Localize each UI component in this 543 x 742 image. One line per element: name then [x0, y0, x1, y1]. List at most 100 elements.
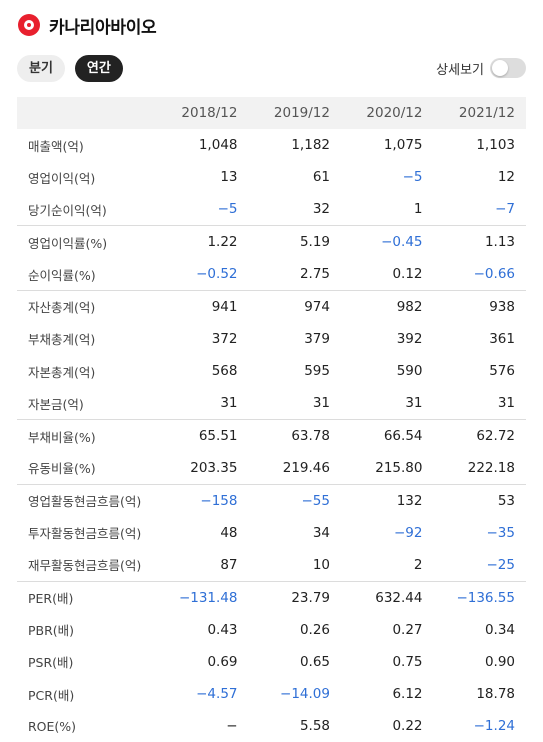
company-name: 카나리아바이오 — [49, 17, 157, 38]
table-row: 영업이익(억) 13 61 −5 12 — [17, 161, 526, 193]
value-cell: 48 — [220, 524, 238, 541]
table-row: 재무활동현금흐름(억) 87 10 2 −25 — [17, 549, 526, 581]
table-row: 영업이익률(%) 1.22 5.19 −0.45 1.13 — [17, 225, 526, 259]
value-cell: 5.19 — [248, 225, 341, 259]
value-cell: 590 — [396, 363, 423, 380]
value-cell: 34 — [312, 524, 330, 541]
row-label: 자본총계(억) — [28, 364, 96, 380]
detail-toggle-switch[interactable] — [490, 58, 526, 78]
value-cell: −0.45 — [341, 225, 434, 259]
value-cell: 2 — [413, 556, 423, 573]
value-cell: −131.48 — [156, 580, 249, 614]
toggle-knob — [492, 60, 508, 76]
value-cell: 361 — [489, 330, 515, 347]
value-cell: 215.80 — [375, 459, 423, 476]
table-row: 순이익률(%) −0.52 2.75 0.12 −0.66 — [17, 258, 526, 290]
value-cell: 222.18 — [467, 459, 515, 476]
value-cell: 66.54 — [341, 419, 434, 452]
row-label: 부채비율(%) — [17, 419, 156, 452]
table-row: 영업활동현금흐름(억) −158 −55 132 53 — [17, 483, 526, 517]
value-cell: 12 — [497, 169, 515, 186]
value-cell: 1,048 — [198, 137, 238, 154]
row-label: PSR(배) — [28, 655, 74, 671]
value-cell: 1 — [413, 201, 423, 218]
value-cell: 0.27 — [392, 621, 423, 638]
financial-table: 2018/12 2019/12 2020/12 2021/12 매출액(억) 1,… — [17, 97, 526, 742]
value-cell: 379 — [304, 330, 330, 347]
row-label: 영업이익(억) — [28, 170, 96, 186]
row-label: PBR(배) — [28, 623, 75, 639]
value-cell: 62.72 — [433, 419, 526, 452]
value-cell: 632.44 — [341, 580, 434, 614]
tab-quarterly[interactable]: 분기 — [17, 55, 65, 82]
value-cell: −25 — [486, 556, 516, 573]
value-cell: 1,182 — [291, 137, 330, 154]
row-label: ROE(%) — [28, 718, 77, 734]
value-cell: 31 — [405, 395, 423, 412]
table-body: 매출액(억) 1,048 1,182 1,075 1,103 영업이익(억) 13 61 −5 1… — [17, 129, 526, 742]
value-cell: 392 — [396, 330, 423, 347]
row-label: PCR(배) — [28, 687, 75, 703]
value-cell: 132 — [341, 483, 434, 517]
column-header: 2020/12 — [341, 97, 434, 129]
header: 카나리아바이오 — [18, 13, 157, 38]
company-logo-icon — [18, 14, 40, 36]
value-cell: 5.58 — [299, 718, 330, 735]
table-row: PSR(배) 0.69 0.65 0.75 0.90 — [17, 646, 526, 678]
value-cell: 0.26 — [299, 621, 330, 638]
value-cell: 974 — [248, 289, 341, 323]
value-cell: 31 — [497, 395, 515, 412]
detail-toggle-label: 상세보기 — [436, 62, 484, 78]
value-cell: 31 — [312, 395, 330, 412]
value-cell: −5 — [217, 201, 238, 218]
value-cell: −136.55 — [433, 580, 526, 614]
value-cell: 1,075 — [383, 137, 423, 154]
tab-annual[interactable]: 연간 — [74, 55, 123, 82]
value-cell: 568 — [211, 363, 238, 380]
value-cell: 0.69 — [207, 653, 238, 670]
value-cell: 13 — [220, 169, 238, 186]
value-cell: 941 — [156, 289, 249, 323]
value-cell: 65.51 — [156, 419, 249, 452]
value-cell: −14.09 — [280, 686, 330, 703]
row-label: 자산총계(억) — [17, 289, 156, 323]
value-cell: 1.13 — [433, 225, 526, 259]
row-label: 투자활동현금흐름(억) — [28, 526, 142, 542]
value-cell: 6.12 — [392, 686, 423, 703]
value-cell: 982 — [341, 289, 434, 323]
table-row: 자본금(억) 31 31 31 31 — [17, 387, 526, 419]
table-row: ROE(%) − 5.58 0.22 −1.24 — [17, 710, 526, 742]
column-header: 2021/12 — [433, 97, 526, 129]
value-cell: 10 — [312, 556, 330, 573]
table-row: 투자활동현금흐름(억) 48 34 −92 −35 — [17, 517, 526, 549]
row-label: 매출액(억) — [28, 138, 84, 154]
value-cell: 938 — [433, 289, 526, 323]
value-cell: 0.22 — [392, 718, 423, 735]
value-cell: 23.79 — [248, 580, 341, 614]
value-cell: 576 — [489, 363, 515, 380]
table-row: PBR(배) 0.43 0.26 0.27 0.34 — [17, 613, 526, 645]
value-cell: 61 — [312, 169, 330, 186]
value-cell: 1,103 — [476, 137, 515, 154]
row-label: 자본금(억) — [28, 396, 84, 412]
value-cell: 203.35 — [190, 459, 238, 476]
value-cell: −35 — [486, 524, 516, 541]
value-cell: −7 — [495, 201, 515, 218]
value-cell: 53 — [433, 483, 526, 517]
table-header-row: 2018/12 2019/12 2020/12 2021/12 — [17, 97, 526, 129]
value-cell: −55 — [248, 483, 341, 517]
table-row: 유동비율(%) 203.35 219.46 215.80 222.18 — [17, 452, 526, 484]
value-cell: 31 — [220, 395, 238, 412]
value-cell: 595 — [304, 363, 330, 380]
value-cell: −0.52 — [196, 266, 238, 283]
table-row: 자본총계(억) 568 595 590 576 — [17, 355, 526, 387]
value-cell: 32 — [312, 201, 330, 218]
value-cell: 372 — [211, 330, 238, 347]
table-row: 부채비율(%) 65.51 63.78 66.54 62.72 — [17, 419, 526, 452]
header-label-cell — [17, 97, 156, 129]
value-cell: − — [226, 718, 238, 735]
table-row: PER(배) −131.48 23.79 632.44 −136.55 — [17, 580, 526, 614]
value-cell: −5 — [402, 169, 423, 186]
table-row: 매출액(억) 1,048 1,182 1,075 1,103 — [17, 129, 526, 161]
row-label: 부채총계(억) — [28, 332, 96, 348]
